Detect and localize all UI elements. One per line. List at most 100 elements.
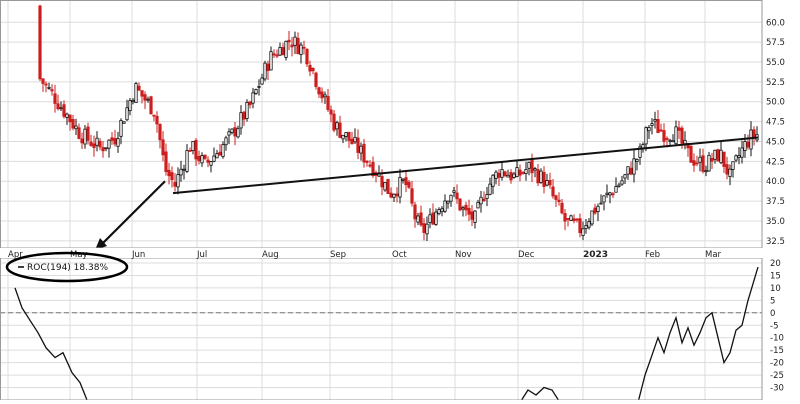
candle-body [506,174,510,178]
candle-body [317,87,321,95]
month-label: Sep [330,250,346,260]
candle-body [416,215,420,223]
roc-tick-label: -10 [770,334,784,344]
month-label: 2023 [583,250,608,260]
candle-body [434,211,438,225]
candle-body [737,155,741,158]
candle-body [662,130,666,142]
candle-body [497,172,501,178]
candle-body [278,46,282,56]
candle-body [290,44,294,48]
candle-body [86,126,90,141]
candle-body [728,168,732,177]
roc-tick-label: 20 [770,259,781,269]
candle-body [725,164,729,175]
candle-body [407,181,411,188]
candle-body [524,169,528,174]
candle-body [599,202,603,205]
roc-line [637,266,759,403]
candle-body [392,193,396,198]
candle-body [92,143,96,148]
candle-body [152,114,156,117]
candle-body [272,53,276,56]
candle-body [461,207,465,210]
candle-body [131,99,135,102]
candle-body [371,161,375,177]
candle-body [719,149,723,164]
candle-body [140,90,144,97]
candle-body [176,174,180,188]
roc-tick-label: 0 [770,309,775,319]
candle-body [266,63,270,72]
candle-body [650,123,654,126]
candle-body [197,155,201,162]
candle-body [149,96,153,115]
candle-body [191,141,195,152]
candle-body [89,141,93,146]
candle-body [41,78,45,84]
candle-body [548,180,552,186]
candle-body [659,129,663,132]
candle-body [572,218,576,222]
candle-body [485,194,489,199]
candle-body [329,109,333,115]
candle-body [260,77,264,85]
candle-body [602,195,606,203]
roc-tick-label: 5 [770,296,775,306]
candle-body [740,147,744,158]
candle-body [479,196,483,205]
candle-body [77,127,81,139]
roc-line [14,287,89,403]
candle-body [65,113,69,118]
candle-body [320,91,324,99]
candle-body [356,137,360,153]
candle-body [605,192,609,195]
candle-body [380,176,384,188]
candle-body [587,221,591,228]
candle-body [458,198,462,211]
candle-body [707,154,711,172]
candle-body [752,129,756,139]
candle-body [521,172,525,174]
roc-tick-label: 15 [770,271,781,281]
candle-body [38,5,42,80]
candle-body [632,158,636,175]
candle-body [674,126,678,145]
candle-body [476,202,480,209]
candle-body [47,86,51,89]
candle-body [716,149,720,162]
candle-body [71,118,75,129]
candle-body [413,204,417,220]
candle-body [383,182,387,191]
candle-body [734,155,738,161]
candle-body [464,204,468,211]
candle-body [59,107,63,110]
candle-body [533,168,537,171]
roc-tick-label: -30 [770,384,784,394]
candle-body [470,211,474,220]
candle-body [221,144,225,157]
candle-body [269,51,273,71]
legend-circle [5,251,129,283]
candle-body [509,172,513,181]
price-candles [38,4,759,242]
candle-body [608,192,612,196]
price-tick-label: 42.5 [766,157,785,167]
candle-body [731,161,735,170]
roc-tick-label: 10 [770,284,781,294]
candle-body [302,46,306,49]
month-label: Nov [455,250,472,260]
candle-body [446,200,450,204]
candle-body [617,184,621,187]
candle-body [227,131,231,136]
candle-body [401,178,405,181]
candle-body [623,174,627,179]
price-tick-label: 55.0 [766,58,785,68]
candle-body [215,153,219,159]
candle-body [311,67,315,72]
month-label: Jul [196,250,207,260]
candle-body [701,155,705,172]
candle-body [581,228,585,236]
